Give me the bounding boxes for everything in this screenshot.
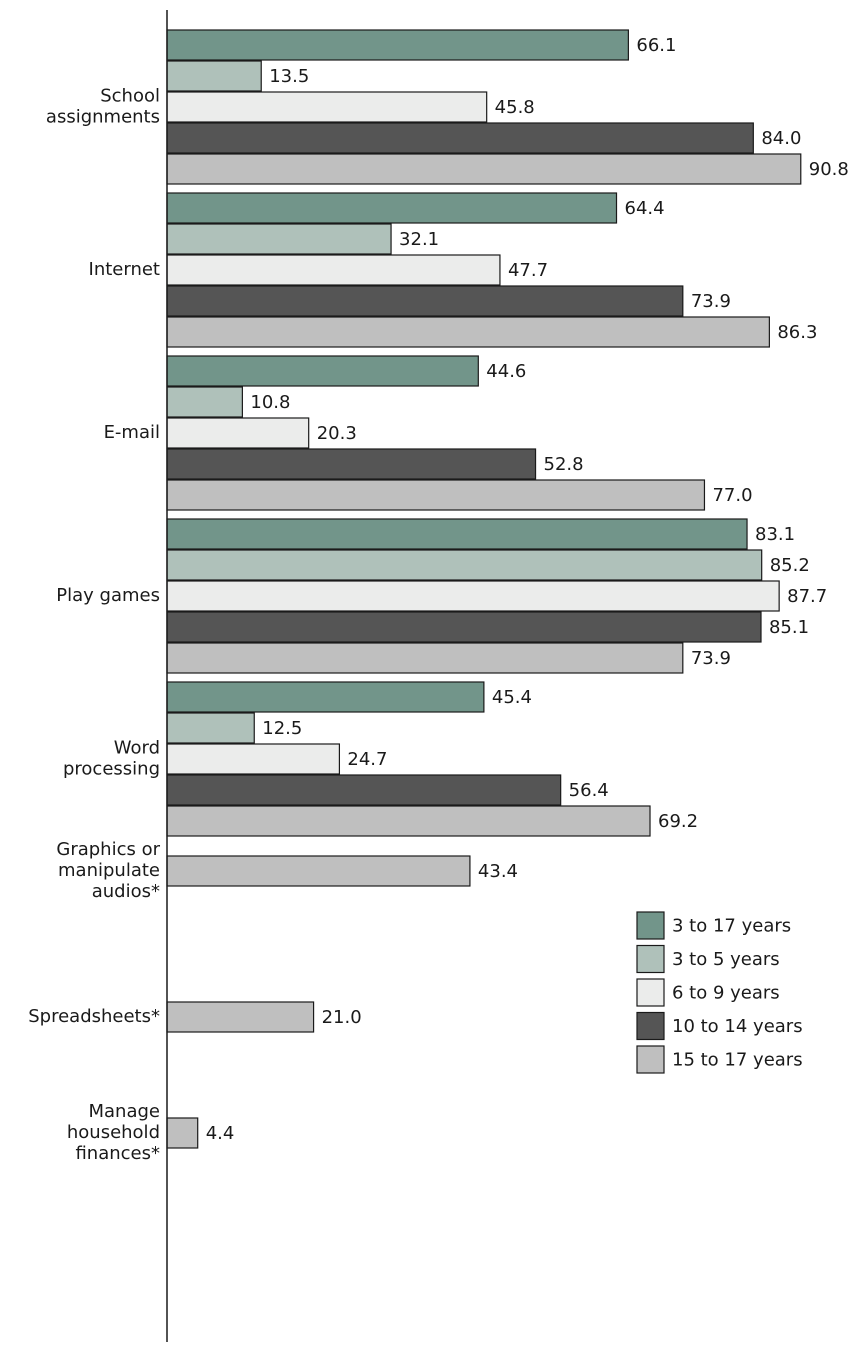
value-label-3-4: 52.8: [544, 454, 584, 475]
bar-5-1: [166, 681, 485, 713]
bar-6-5: [166, 855, 471, 887]
legend-label-4: 10 to 14 years: [672, 1016, 803, 1037]
value-label-1-1: 66.1: [636, 35, 676, 56]
value-label-1-4: 84.0: [761, 128, 801, 149]
value-label-1-5: 90.8: [809, 159, 849, 180]
bar-3-3: [166, 417, 310, 449]
value-label-5-2: 12.5: [262, 718, 302, 739]
category-labels: School assignments Internet E-mail Play game…: [28, 86, 160, 1165]
category-label-2: Internet: [89, 259, 160, 280]
value-label-3-5: 77.0: [712, 485, 752, 506]
legend-swatch-4: [636, 1011, 665, 1041]
value-label-2-2: 32.1: [399, 229, 439, 250]
bar-2-2: [166, 223, 392, 255]
value-label-4-4: 85.1: [769, 617, 809, 638]
value-label-7-5: 21.0: [322, 1007, 362, 1028]
legend-swatch-1: [636, 911, 665, 940]
value-label-1-2: 13.5: [269, 66, 309, 87]
chart-bars: 66.1 13.5 45.8 84.0 90.8 64.4 32.1 47.7 73.9 86.3…: [166, 29, 849, 1149]
legend-label-2: 3 to 5 years: [672, 949, 780, 970]
bar-3-1: [166, 355, 479, 387]
bar-1-1: [166, 29, 629, 61]
legend: 3 to 17 years 3 to 5 years 6 to 9 years 10 …: [636, 911, 803, 1074]
category-label-1: School assignments: [46, 86, 160, 128]
value-label-6-5: 43.4: [478, 861, 518, 882]
value-label-3-1: 44.6: [486, 361, 526, 382]
bar-4-1: [166, 518, 748, 550]
bar-4-5: [166, 642, 684, 674]
value-label-5-1: 45.4: [492, 687, 532, 708]
value-label-5-5: 69.2: [658, 811, 698, 832]
bar-1-4: [166, 122, 754, 154]
legend-swatch-2: [636, 944, 665, 974]
legend-swatch-5: [636, 1045, 665, 1074]
category-label-8: Manage household finances*: [67, 1101, 160, 1164]
category-label-5: Word processing: [63, 738, 160, 780]
category-label-3: E-mail: [104, 422, 160, 443]
bar-1-3: [166, 91, 488, 123]
value-label-5-3: 24.7: [347, 749, 387, 770]
bar-7-5: [166, 1001, 315, 1033]
bar-5-3: [166, 743, 341, 775]
value-label-4-3: 87.7: [787, 586, 827, 607]
value-label-2-3: 47.7: [508, 260, 548, 281]
bar-2-1: [166, 192, 618, 224]
bar-1-5: [166, 153, 802, 185]
value-label-8-5: 4.4: [206, 1123, 235, 1144]
value-label-3-2: 10.8: [250, 392, 290, 413]
value-label-4-2: 85.2: [770, 555, 810, 576]
bar-2-3: [166, 254, 501, 286]
bar-4-4: [166, 611, 762, 643]
bar-2-4: [166, 285, 684, 317]
value-label-2-1: 64.4: [625, 198, 665, 219]
category-label-4: Play games: [56, 585, 160, 606]
value-label-5-4: 56.4: [569, 780, 609, 801]
bar-3-2: [166, 386, 243, 418]
bar-5-4: [166, 774, 562, 806]
value-label-1-3: 45.8: [495, 97, 535, 118]
value-label-4-5: 73.9: [691, 648, 731, 669]
legend-label-5: 15 to 17 years: [672, 1050, 803, 1071]
bar-8-5: [166, 1117, 199, 1149]
bar-4-2: [166, 549, 763, 581]
bar-3-5: [166, 479, 706, 511]
bar-1-2: [166, 60, 262, 92]
legend-label-3: 6 to 9 years: [672, 983, 780, 1004]
bar-3-4: [166, 448, 537, 480]
value-label-2-5: 86.3: [777, 322, 817, 343]
value-label-3-3: 20.3: [317, 423, 357, 444]
bar-2-5: [166, 316, 770, 348]
bar-5-2: [166, 712, 255, 744]
legend-swatch-3: [636, 978, 665, 1007]
legend-label-1: 3 to 17 years: [672, 916, 791, 937]
category-label-7: Spreadsheets*: [28, 1006, 160, 1027]
bar-4-3: [166, 580, 780, 612]
category-label-6: Graphics or manipulate audios*: [56, 839, 160, 902]
value-label-4-1: 83.1: [755, 524, 795, 545]
bar-5-5: [166, 805, 651, 837]
value-label-2-4: 73.9: [691, 291, 731, 312]
